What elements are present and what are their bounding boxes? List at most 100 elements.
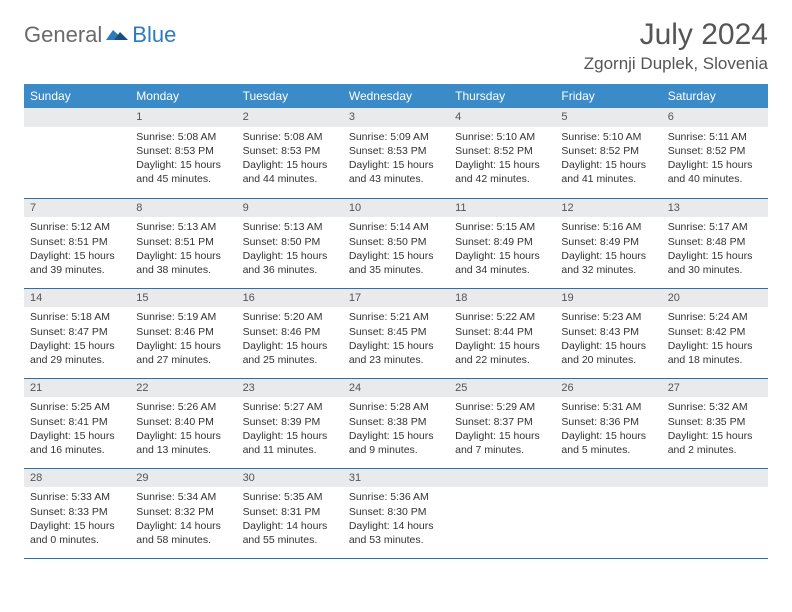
calendar-cell: 6Sunrise: 5:11 AMSunset: 8:52 PMDaylight…	[662, 108, 768, 198]
sunrise-line: Sunrise: 5:19 AM	[136, 310, 230, 324]
day-number: 10	[343, 199, 449, 218]
sunset-line: Sunset: 8:42 PM	[668, 325, 762, 339]
calendar-cell-empty	[662, 468, 768, 558]
day-details: Sunrise: 5:10 AMSunset: 8:52 PMDaylight:…	[555, 127, 661, 191]
calendar-cell-empty	[24, 108, 130, 198]
sunrise-line: Sunrise: 5:31 AM	[561, 400, 655, 414]
calendar-cell: 17Sunrise: 5:21 AMSunset: 8:45 PMDayligh…	[343, 288, 449, 378]
daylight-line: Daylight: 15 hours and 0 minutes.	[30, 519, 124, 547]
day-number: 23	[237, 379, 343, 398]
daylight-line: Daylight: 14 hours and 55 minutes.	[243, 519, 337, 547]
day-number: 2	[237, 108, 343, 127]
calendar-cell: 23Sunrise: 5:27 AMSunset: 8:39 PMDayligh…	[237, 378, 343, 468]
daylight-line: Daylight: 15 hours and 45 minutes.	[136, 158, 230, 186]
calendar-cell: 10Sunrise: 5:14 AMSunset: 8:50 PMDayligh…	[343, 198, 449, 288]
day-header: Sunday	[24, 84, 130, 108]
day-number: 13	[662, 199, 768, 218]
sunset-line: Sunset: 8:44 PM	[455, 325, 549, 339]
sunset-line: Sunset: 8:43 PM	[561, 325, 655, 339]
day-number: 6	[662, 108, 768, 127]
logo: General Blue	[24, 22, 176, 48]
day-number: 22	[130, 379, 236, 398]
sunrise-line: Sunrise: 5:12 AM	[30, 220, 124, 234]
calendar-cell: 3Sunrise: 5:09 AMSunset: 8:53 PMDaylight…	[343, 108, 449, 198]
day-details: Sunrise: 5:14 AMSunset: 8:50 PMDaylight:…	[343, 217, 449, 281]
daylight-line: Daylight: 15 hours and 36 minutes.	[243, 249, 337, 277]
day-number: 19	[555, 289, 661, 308]
daylight-line: Daylight: 15 hours and 41 minutes.	[561, 158, 655, 186]
day-details: Sunrise: 5:11 AMSunset: 8:52 PMDaylight:…	[662, 127, 768, 191]
daylight-line: Daylight: 15 hours and 7 minutes.	[455, 429, 549, 457]
daylight-line: Daylight: 14 hours and 58 minutes.	[136, 519, 230, 547]
sunrise-line: Sunrise: 5:13 AM	[136, 220, 230, 234]
day-details: Sunrise: 5:35 AMSunset: 8:31 PMDaylight:…	[237, 487, 343, 551]
sunrise-line: Sunrise: 5:15 AM	[455, 220, 549, 234]
sunset-line: Sunset: 8:46 PM	[243, 325, 337, 339]
sunset-line: Sunset: 8:46 PM	[136, 325, 230, 339]
sunrise-line: Sunrise: 5:17 AM	[668, 220, 762, 234]
day-header: Wednesday	[343, 84, 449, 108]
day-number: 8	[130, 199, 236, 218]
calendar-cell: 22Sunrise: 5:26 AMSunset: 8:40 PMDayligh…	[130, 378, 236, 468]
daylight-line: Daylight: 15 hours and 27 minutes.	[136, 339, 230, 367]
daylight-line: Daylight: 15 hours and 18 minutes.	[668, 339, 762, 367]
calendar-cell: 16Sunrise: 5:20 AMSunset: 8:46 PMDayligh…	[237, 288, 343, 378]
calendar-cell: 27Sunrise: 5:32 AMSunset: 8:35 PMDayligh…	[662, 378, 768, 468]
calendar-cell-empty	[555, 468, 661, 558]
sunset-line: Sunset: 8:37 PM	[455, 415, 549, 429]
sunrise-line: Sunrise: 5:20 AM	[243, 310, 337, 324]
sunrise-line: Sunrise: 5:33 AM	[30, 490, 124, 504]
sunset-line: Sunset: 8:36 PM	[561, 415, 655, 429]
sunrise-line: Sunrise: 5:23 AM	[561, 310, 655, 324]
calendar-body: 1Sunrise: 5:08 AMSunset: 8:53 PMDaylight…	[24, 108, 768, 558]
day-number: 1	[130, 108, 236, 127]
sunrise-line: Sunrise: 5:18 AM	[30, 310, 124, 324]
calendar-table: SundayMondayTuesdayWednesdayThursdayFrid…	[24, 84, 768, 559]
day-header: Thursday	[449, 84, 555, 108]
day-number: 15	[130, 289, 236, 308]
header: General Blue July 2024 Zgornji Duplek, S…	[24, 18, 768, 74]
day-header: Saturday	[662, 84, 768, 108]
logo-text-blue: Blue	[132, 22, 176, 48]
sunrise-line: Sunrise: 5:13 AM	[243, 220, 337, 234]
calendar-cell: 7Sunrise: 5:12 AMSunset: 8:51 PMDaylight…	[24, 198, 130, 288]
calendar-cell: 18Sunrise: 5:22 AMSunset: 8:44 PMDayligh…	[449, 288, 555, 378]
day-details: Sunrise: 5:10 AMSunset: 8:52 PMDaylight:…	[449, 127, 555, 191]
sunrise-line: Sunrise: 5:10 AM	[455, 130, 549, 144]
title-block: July 2024 Zgornji Duplek, Slovenia	[584, 18, 768, 74]
daylight-line: Daylight: 15 hours and 23 minutes.	[349, 339, 443, 367]
sunset-line: Sunset: 8:52 PM	[561, 144, 655, 158]
daylight-line: Daylight: 15 hours and 32 minutes.	[561, 249, 655, 277]
sunrise-line: Sunrise: 5:11 AM	[668, 130, 762, 144]
daylight-line: Daylight: 15 hours and 9 minutes.	[349, 429, 443, 457]
calendar-cell: 20Sunrise: 5:24 AMSunset: 8:42 PMDayligh…	[662, 288, 768, 378]
day-number: 28	[24, 469, 130, 488]
day-details: Sunrise: 5:33 AMSunset: 8:33 PMDaylight:…	[24, 487, 130, 551]
day-details: Sunrise: 5:23 AMSunset: 8:43 PMDaylight:…	[555, 307, 661, 371]
sunset-line: Sunset: 8:52 PM	[455, 144, 549, 158]
day-number: 25	[449, 379, 555, 398]
sunset-line: Sunset: 8:48 PM	[668, 235, 762, 249]
sunrise-line: Sunrise: 5:16 AM	[561, 220, 655, 234]
day-details: Sunrise: 5:26 AMSunset: 8:40 PMDaylight:…	[130, 397, 236, 461]
calendar-cell: 8Sunrise: 5:13 AMSunset: 8:51 PMDaylight…	[130, 198, 236, 288]
day-details: Sunrise: 5:34 AMSunset: 8:32 PMDaylight:…	[130, 487, 236, 551]
sunrise-line: Sunrise: 5:24 AM	[668, 310, 762, 324]
calendar-cell: 5Sunrise: 5:10 AMSunset: 8:52 PMDaylight…	[555, 108, 661, 198]
sunrise-line: Sunrise: 5:10 AM	[561, 130, 655, 144]
day-number: 12	[555, 199, 661, 218]
sunset-line: Sunset: 8:41 PM	[30, 415, 124, 429]
calendar-cell: 4Sunrise: 5:10 AMSunset: 8:52 PMDaylight…	[449, 108, 555, 198]
sunset-line: Sunset: 8:50 PM	[349, 235, 443, 249]
calendar-row: 14Sunrise: 5:18 AMSunset: 8:47 PMDayligh…	[24, 288, 768, 378]
sunrise-line: Sunrise: 5:36 AM	[349, 490, 443, 504]
sunset-line: Sunset: 8:33 PM	[30, 505, 124, 519]
day-details: Sunrise: 5:22 AMSunset: 8:44 PMDaylight:…	[449, 307, 555, 371]
calendar-cell: 11Sunrise: 5:15 AMSunset: 8:49 PMDayligh…	[449, 198, 555, 288]
day-details: Sunrise: 5:27 AMSunset: 8:39 PMDaylight:…	[237, 397, 343, 461]
daylight-line: Daylight: 15 hours and 38 minutes.	[136, 249, 230, 277]
daylight-line: Daylight: 15 hours and 43 minutes.	[349, 158, 443, 186]
sunset-line: Sunset: 8:53 PM	[243, 144, 337, 158]
sunset-line: Sunset: 8:32 PM	[136, 505, 230, 519]
day-details: Sunrise: 5:17 AMSunset: 8:48 PMDaylight:…	[662, 217, 768, 281]
